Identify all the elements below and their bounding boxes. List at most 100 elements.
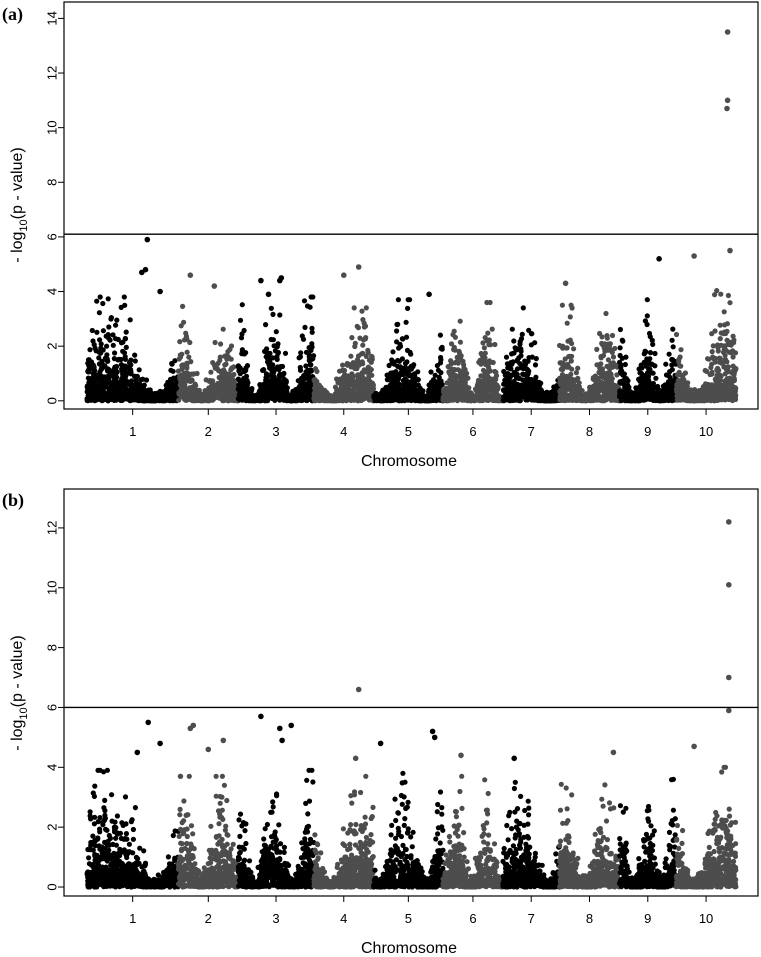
snp-point xyxy=(229,378,235,384)
snp-point xyxy=(237,317,244,323)
snp-point xyxy=(413,376,419,383)
snp-point xyxy=(340,362,346,368)
snp-point xyxy=(508,360,514,366)
snp-point xyxy=(225,398,231,404)
snp-point xyxy=(244,363,251,369)
snp-point xyxy=(600,397,606,403)
snp-point xyxy=(409,372,415,378)
snp-point xyxy=(403,319,409,325)
snp-point xyxy=(85,397,91,403)
snp-point xyxy=(87,347,93,353)
snp-point xyxy=(135,393,142,399)
snp-point xyxy=(536,379,542,385)
snp-point xyxy=(134,374,140,380)
snp-point xyxy=(132,358,138,364)
snp-point xyxy=(456,388,462,394)
snp-point xyxy=(218,341,224,347)
snp-point xyxy=(355,376,361,382)
snp-point xyxy=(360,317,366,323)
snp-point xyxy=(94,298,100,304)
snp-point xyxy=(532,362,539,368)
snp-point xyxy=(599,334,605,340)
snp-point xyxy=(238,335,245,341)
snp-point xyxy=(266,382,272,388)
snp-point xyxy=(179,351,185,357)
snp-point xyxy=(212,339,218,346)
snp-point xyxy=(277,382,283,388)
snp-point xyxy=(177,373,183,379)
snp-point xyxy=(481,387,487,393)
snp-point xyxy=(574,384,580,390)
snp-point xyxy=(100,300,106,307)
snp-point xyxy=(523,380,529,386)
snp-point xyxy=(493,395,499,401)
snp-point xyxy=(122,395,128,401)
snp-point xyxy=(301,298,308,304)
snp-point xyxy=(94,329,100,335)
snp-point xyxy=(267,350,273,356)
snp-point xyxy=(653,375,659,381)
panel-a-label: (a) xyxy=(2,4,23,25)
snp-point xyxy=(448,358,454,364)
snp-point xyxy=(607,365,613,372)
snp-point xyxy=(222,374,228,380)
snp-point xyxy=(480,395,486,401)
snp-point xyxy=(268,389,274,395)
snp-point xyxy=(85,375,91,381)
snp-point xyxy=(494,382,500,388)
snp-point xyxy=(310,294,316,300)
snp-point xyxy=(288,396,294,402)
snp-point xyxy=(395,357,401,364)
snp-point xyxy=(127,366,133,372)
snp-point xyxy=(242,391,249,397)
snp-point xyxy=(196,387,202,393)
snp-point xyxy=(127,317,133,323)
snp-point xyxy=(223,361,229,367)
snp-point xyxy=(106,324,112,330)
snp-point xyxy=(355,372,361,378)
snp-point xyxy=(303,349,310,355)
snp-point xyxy=(225,354,231,360)
snp-point xyxy=(187,385,193,391)
snp-point xyxy=(479,352,485,358)
snp-point xyxy=(366,357,373,363)
snp-point xyxy=(184,349,190,355)
snp-point xyxy=(435,367,441,373)
snp-point xyxy=(119,366,125,372)
snp-point xyxy=(437,332,443,338)
snp-point xyxy=(394,339,400,345)
snp-point xyxy=(176,356,182,362)
snp-point xyxy=(666,351,672,357)
snp-point xyxy=(221,367,227,373)
snp-point xyxy=(407,349,413,355)
snp-point xyxy=(599,340,605,346)
snp-point xyxy=(298,350,304,356)
snp-point xyxy=(98,348,104,354)
snp-point xyxy=(511,338,517,344)
snp-point xyxy=(560,397,566,403)
snp-point xyxy=(428,388,434,394)
snp-point xyxy=(461,362,467,368)
snp-point xyxy=(106,367,112,373)
snp-point xyxy=(394,328,400,334)
snp-point xyxy=(96,361,102,367)
snp-point xyxy=(509,326,515,332)
snp-point xyxy=(367,385,373,391)
snp-point xyxy=(518,389,524,396)
snp-point xyxy=(129,378,135,384)
snp-point xyxy=(132,352,138,358)
snp-point xyxy=(119,378,125,384)
snp-point xyxy=(307,390,313,396)
snp-point xyxy=(369,372,375,378)
snp-point xyxy=(274,356,280,362)
snp-point xyxy=(282,390,288,396)
snp-point xyxy=(264,372,270,378)
snp-point xyxy=(405,380,411,386)
snp-point xyxy=(386,362,392,369)
snp-point xyxy=(354,323,360,329)
snp-point xyxy=(383,389,389,396)
snp-point xyxy=(397,343,404,349)
snp-point xyxy=(111,379,117,385)
snp-point xyxy=(544,389,550,395)
snp-point xyxy=(178,394,184,400)
